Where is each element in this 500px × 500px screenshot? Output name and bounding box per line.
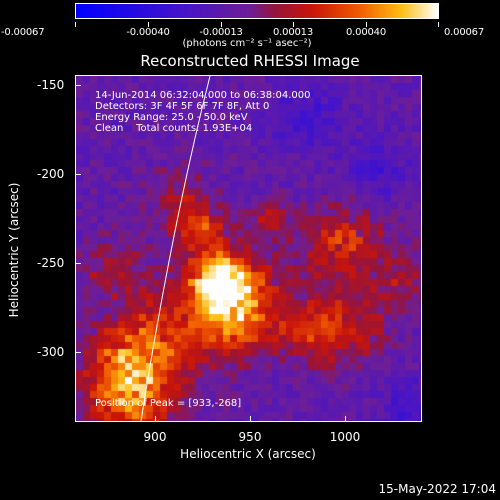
image-plot: 14-Jun-2014 06:32:04.000 to 06:38:04.000… — [75, 75, 422, 422]
time-range: 14-Jun-2014 06:32:04.000 to 06:38:04.000 — [95, 90, 311, 101]
y-tick-label: -250 — [37, 256, 65, 270]
y-tick-label: -200 — [37, 167, 65, 181]
colorbar-tick — [75, 22, 76, 27]
y-tick-label: -300 — [37, 345, 65, 359]
colorbar-tick — [293, 22, 294, 27]
colorbar-tick — [221, 22, 222, 27]
y-tick — [75, 174, 81, 175]
colorbar-tick — [148, 22, 149, 27]
y-tick — [75, 352, 81, 353]
y-tick — [75, 85, 81, 86]
y-axis-label: Heliocentric Y (arcsec) — [7, 182, 21, 318]
colorbar-tick — [366, 22, 367, 27]
energy-range: Energy Range: 25.0 - 50.0 keV — [95, 112, 248, 123]
colorbar-tick-label: 0.00067 — [444, 27, 484, 38]
solar-limb — [140, 76, 211, 421]
y-tick-label: -150 — [37, 78, 65, 92]
y-tick — [75, 263, 81, 264]
x-tick — [155, 416, 156, 422]
peak-position: Position of Peak = [933,-268] — [95, 398, 242, 409]
detectors: Detectors: 3F 4F 5F 6F 7F 8F, Att 0 — [95, 101, 270, 112]
colorbar-tick-label: -0.00013 — [199, 27, 243, 38]
x-axis-label: Heliocentric X (arcsec) — [180, 447, 316, 461]
colorbar-tick-label: 0.00013 — [273, 27, 313, 38]
x-tick — [345, 416, 346, 422]
clean-counts: Clean Total counts: 1.93E+04 — [95, 123, 253, 134]
x-tick-label: 1000 — [329, 430, 361, 444]
colorbar-tick-label: -0.00067 — [1, 27, 45, 38]
x-tick-label: 950 — [238, 430, 262, 444]
x-tick — [250, 416, 251, 422]
limb-curve — [140, 76, 211, 421]
plot-title: Reconstructed RHESSI Image — [140, 52, 360, 70]
timestamp: 15-May-2022 17:04 — [378, 482, 496, 496]
x-tick-label: 900 — [143, 430, 167, 444]
colorbar-tick — [438, 22, 439, 27]
colorbar-tick-label: -0.00040 — [126, 27, 170, 38]
colorbar — [75, 3, 439, 19]
colorbar-unit: (photons cm⁻² s⁻¹ asec⁻²) — [182, 38, 312, 49]
rhessi-image — [76, 76, 421, 421]
colorbar-tick-label: 0.00040 — [346, 27, 386, 38]
